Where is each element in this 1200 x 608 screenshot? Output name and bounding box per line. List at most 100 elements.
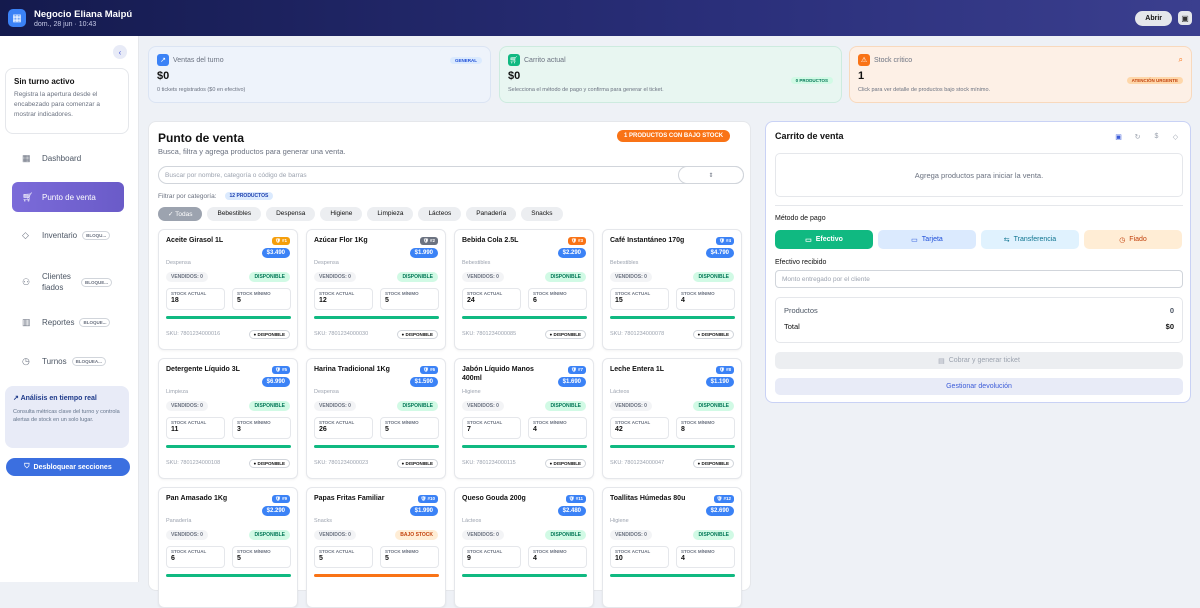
stock-current-box: STOCK ACTUAL 11 <box>166 417 225 439</box>
category-chip[interactable]: Despensa <box>266 207 316 221</box>
category-chip[interactable]: Snacks <box>521 207 563 221</box>
stock-min-value: 5 <box>237 297 241 304</box>
locked-badge: BLOQUE... <box>81 277 113 287</box>
box-icon[interactable]: ◇ <box>1172 133 1179 141</box>
sidebar-item-pos[interactable]: 🛒︎ Punto de venta <box>12 182 124 212</box>
stat-critical-stock[interactable]: ⚠ Stock crítico ⌕ 1 ATENCIÓN URGENTE Cli… <box>849 46 1192 103</box>
stock-min-box: STOCK MÍNIMO 3 <box>232 417 291 439</box>
open-shift-button[interactable]: Abrir <box>1135 10 1172 26</box>
stock-min-box: STOCK MÍNIMO 5 <box>380 417 439 439</box>
product-price: $1.990 <box>409 248 438 258</box>
stock-current-label: STOCK ACTUAL <box>319 291 355 296</box>
product-name: Harina Tradicional 1Kg <box>314 366 390 373</box>
pos-subtitle: Busca, filtra y agrega productos para ge… <box>158 147 346 156</box>
product-name: Azúcar Flor 1Kg <box>314 237 368 244</box>
category-chip[interactable]: ✓ Todas <box>158 207 203 221</box>
stock-min-value: 5 <box>385 426 389 433</box>
collapse-sidebar-icon[interactable]: ‹ <box>113 45 127 59</box>
stock-current-label: STOCK ACTUAL <box>467 420 503 425</box>
stock-min-value: 4 <box>681 297 685 304</box>
card-icon: ▭ <box>911 236 918 244</box>
product-sku: SKU: 7801234000078 <box>610 331 665 337</box>
product-card[interactable]: Café Instantáneo 170g 🛡 #4 $4.790 Bebestibl… <box>602 229 742 350</box>
pay-credit-button[interactable]: ◷ Fiado <box>1084 230 1182 249</box>
sold-count: VENDIDOS: 0 <box>166 272 208 282</box>
pay-cash-button[interactable]: ▭ Efectivo <box>775 230 873 249</box>
pay-card-button[interactable]: ▭ Tarjeta <box>878 230 976 249</box>
sidebar-item-clients[interactable]: ⚇ Clientes fiados BLOQUE... <box>12 264 124 300</box>
pay-transfer-button[interactable]: ⇆ Transferencia <box>981 230 1079 249</box>
sidebar-item-dashboard[interactable]: ▦ Dashboard <box>12 143 124 173</box>
dollar-icon[interactable]: $ <box>1154 133 1159 140</box>
stock-current-label: STOCK ACTUAL <box>467 549 503 554</box>
product-price: $1.190 <box>705 377 734 387</box>
product-card[interactable]: Aceite Girasol 1L 🛡 #1 $3.490 Despensa VENDI… <box>158 229 298 350</box>
status-tag: ● DISPONIBLE <box>396 459 438 468</box>
unlock-sections-button[interactable]: ⛉ Desbloquear secciones <box>6 458 130 476</box>
product-card[interactable]: Leche Entera 1L 🛡 #8 $1.190 Lácteos VENDIDOS… <box>602 358 742 479</box>
stock-min-value: 4 <box>533 426 537 433</box>
stock-min-box: STOCK MÍNIMO 5 <box>232 546 291 568</box>
product-card[interactable]: Papas Fritas Familiar 🛡 #10 $1.990 Snacks VE… <box>306 487 446 608</box>
product-category: Higiene <box>610 518 629 524</box>
sidebar-item-shifts[interactable]: ◷ Turnos BLOQUEA... <box>12 346 124 376</box>
cash-received-label: Efectivo recibido <box>775 259 827 266</box>
product-search-input[interactable]: Buscar por nombre, categoría o código de… <box>158 166 744 184</box>
stock-bar <box>610 316 735 319</box>
category-chip[interactable]: Higiene <box>320 207 363 221</box>
stock-current-box: STOCK ACTUAL 6 <box>166 546 225 568</box>
store-logo-icon: ▦ <box>8 9 26 27</box>
unlock-label: Desbloquear secciones <box>33 463 112 471</box>
sidebar-item-inventory[interactable]: ◇ Inventario BLOQU... <box>12 220 124 250</box>
product-card[interactable]: Harina Tradicional 1Kg 🛡 #6 $1.590 Despensa… <box>306 358 446 479</box>
sidebar-item-label: Clientes fiados <box>42 271 71 292</box>
product-card[interactable]: Toallitas Húmedas 80u 🛡 #12 $2.690 Higiene V… <box>602 487 742 608</box>
sidebar-item-reports[interactable]: ▥ Reportes BLOQUE... <box>12 307 124 337</box>
products-label: Productos <box>784 306 818 315</box>
users-icon: ⚇ <box>22 276 31 287</box>
charge-button[interactable]: ▤ Cobrar y generar ticket <box>775 352 1183 369</box>
product-name: Jabón Líquido Manos 400ml <box>462 366 534 382</box>
product-price: $2.290 <box>557 248 586 258</box>
return-button[interactable]: Gestionar devolución <box>775 378 1183 395</box>
cash-received-input[interactable]: Monto entregado por el cliente <box>775 270 1183 288</box>
product-category: Despensa <box>314 260 339 266</box>
stock-bar <box>314 316 439 319</box>
clock-icon: ◷ <box>1119 236 1126 244</box>
stock-min-value: 5 <box>385 297 389 304</box>
low-stock-badge[interactable]: 1 PRODUCTOS CON BAJO STOCK <box>617 130 731 142</box>
stock-min-value: 6 <box>533 297 537 304</box>
category-chip[interactable]: Lácteos <box>418 207 462 221</box>
category-chip[interactable]: Bebestibles <box>207 207 262 221</box>
product-name: Bebida Cola 2.5L <box>462 237 519 244</box>
refresh-icon[interactable]: ↻ <box>1134 133 1141 141</box>
stat-badge: 0 PRODUCTOS <box>790 77 833 84</box>
stock-bar <box>610 574 735 577</box>
availability-badge: DISPONIBLE <box>693 530 734 540</box>
cart-actions: ▣ ↻ $ ◇ <box>1113 131 1181 142</box>
stock-current-value: 7 <box>467 426 471 433</box>
product-card[interactable]: Bebida Cola 2.5L 🛡 #3 $2.290 Bebestibles VEN… <box>454 229 594 350</box>
stock-min-value: 5 <box>385 555 389 562</box>
category-chip[interactable]: Limpieza <box>367 207 414 221</box>
no-shift-title: Sin turno activo <box>14 77 75 86</box>
top-actions: Abrir ▣ <box>1135 10 1192 26</box>
sold-count: VENDIDOS: 0 <box>166 401 208 411</box>
monitor-icon[interactable]: ▣ <box>1115 133 1122 141</box>
product-card[interactable]: Detergente Líquido 3L 🛡 #5 $6.990 Limpieza V… <box>158 358 298 479</box>
monitor-icon[interactable]: ▣ <box>1178 11 1192 25</box>
sold-count: VENDIDOS: 0 <box>610 272 652 282</box>
analytics-card: ↗ Análisis en tiempo real Consulta métri… <box>5 386 129 448</box>
product-card[interactable]: Pan Amasado 1Kg 🛡 #9 $2.290 Panadería VENDID… <box>158 487 298 608</box>
sold-count: VENDIDOS: 0 <box>462 272 504 282</box>
category-chip[interactable]: Panadería <box>466 207 517 221</box>
product-card[interactable]: Queso Gouda 200g 🛡 #11 $2.480 Lácteos VENDID… <box>454 487 594 608</box>
grid-icon: ▦ <box>22 152 31 163</box>
stock-min-box: STOCK MÍNIMO 8 <box>676 417 735 439</box>
stock-min-label: STOCK MÍNIMO <box>533 291 567 296</box>
product-number-badge: 🛡 #12 <box>713 495 734 503</box>
sort-select[interactable]: ⇕ <box>678 166 744 184</box>
product-card[interactable]: Jabón Líquido Manos 400ml 🛡 #7 $1.690 Higie… <box>454 358 594 479</box>
product-card[interactable]: Azúcar Flor 1Kg 🛡 #2 $1.990 Despensa VENDIDO… <box>306 229 446 350</box>
chevron-updown-icon: ⇕ <box>708 172 714 179</box>
